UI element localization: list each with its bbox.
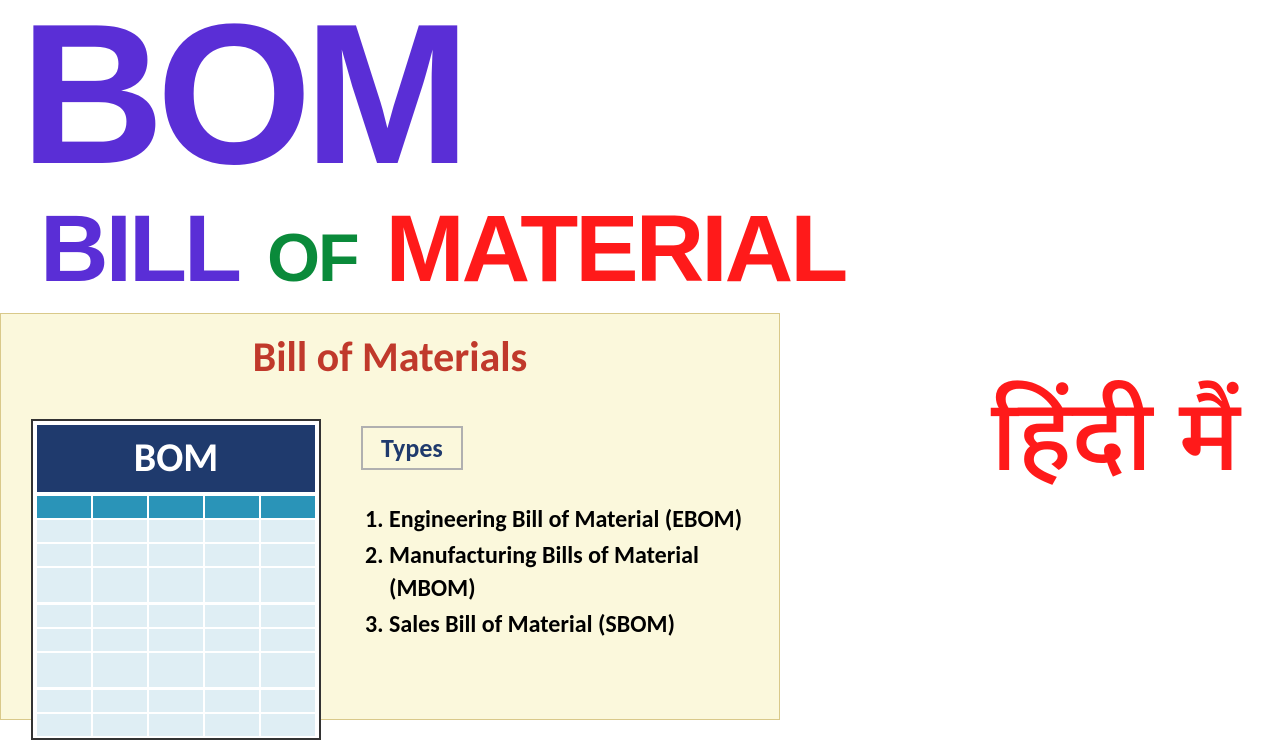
table-cell <box>205 690 259 712</box>
table-cell <box>93 629 147 651</box>
table-header-cell <box>93 496 147 518</box>
subtitle-row: BILL OF MATERIAL <box>40 195 845 304</box>
table-cell <box>149 544 203 566</box>
types-list: Engineering Bill of Material (EBOM) Manuf… <box>361 504 756 646</box>
table-cell <box>93 714 147 736</box>
table-cell <box>261 714 315 736</box>
table-row <box>37 520 315 542</box>
table-cell <box>205 653 259 687</box>
table-cell <box>261 544 315 566</box>
table-cell <box>205 544 259 566</box>
info-panel: Bill of Materials BOM Types Engineering … <box>0 313 780 720</box>
table-cell <box>149 520 203 542</box>
table-cell <box>93 690 147 712</box>
table-cell <box>93 544 147 566</box>
table-cell <box>93 653 147 687</box>
table-row <box>37 653 315 687</box>
table-cell <box>205 605 259 627</box>
bom-grid <box>37 496 315 736</box>
table-cell <box>93 520 147 542</box>
table-cell <box>261 568 315 602</box>
main-title: BOM <box>20 0 463 210</box>
table-cell <box>205 629 259 651</box>
table-cell <box>149 605 203 627</box>
table-cell <box>261 520 315 542</box>
list-item: Sales Bill of Material (SBOM) <box>389 609 756 641</box>
table-cell <box>93 568 147 602</box>
table-cell <box>261 690 315 712</box>
table-header-cell <box>149 496 203 518</box>
table-cell <box>261 629 315 651</box>
table-header-row <box>37 496 315 518</box>
table-cell <box>37 568 91 602</box>
table-cell <box>37 520 91 542</box>
table-cell <box>37 605 91 627</box>
table-cell <box>37 690 91 712</box>
table-cell <box>261 653 315 687</box>
table-cell <box>37 653 91 687</box>
table-cell <box>261 605 315 627</box>
subtitle-bill: BILL <box>40 195 239 304</box>
table-header-cell <box>37 496 91 518</box>
table-header-cell <box>205 496 259 518</box>
types-label: Types <box>361 426 463 470</box>
panel-heading: Bill of Materials <box>1 332 779 383</box>
table-cell <box>37 544 91 566</box>
table-cell <box>93 605 147 627</box>
table-cell <box>205 568 259 602</box>
table-cell <box>149 653 203 687</box>
table-cell <box>37 714 91 736</box>
table-cell <box>149 690 203 712</box>
table-cell <box>37 629 91 651</box>
list-item: Manufacturing Bills of Material (MBOM) <box>389 540 756 605</box>
table-cell <box>205 520 259 542</box>
table-cell <box>149 629 203 651</box>
list-item: Engineering Bill of Material (EBOM) <box>389 504 756 536</box>
table-row <box>37 714 315 736</box>
bom-table-title: BOM <box>37 425 315 492</box>
table-cell <box>149 714 203 736</box>
table-row <box>37 690 315 712</box>
table-row <box>37 605 315 627</box>
hindi-text: हिंदी मैं <box>991 380 1240 511</box>
table-cell <box>205 714 259 736</box>
table-row <box>37 568 315 602</box>
bom-table: BOM <box>31 419 321 740</box>
table-header-cell <box>261 496 315 518</box>
subtitle-material: MATERIAL <box>386 195 846 304</box>
table-row <box>37 544 315 566</box>
table-row <box>37 629 315 651</box>
table-cell <box>149 568 203 602</box>
subtitle-of: OF <box>267 219 357 297</box>
